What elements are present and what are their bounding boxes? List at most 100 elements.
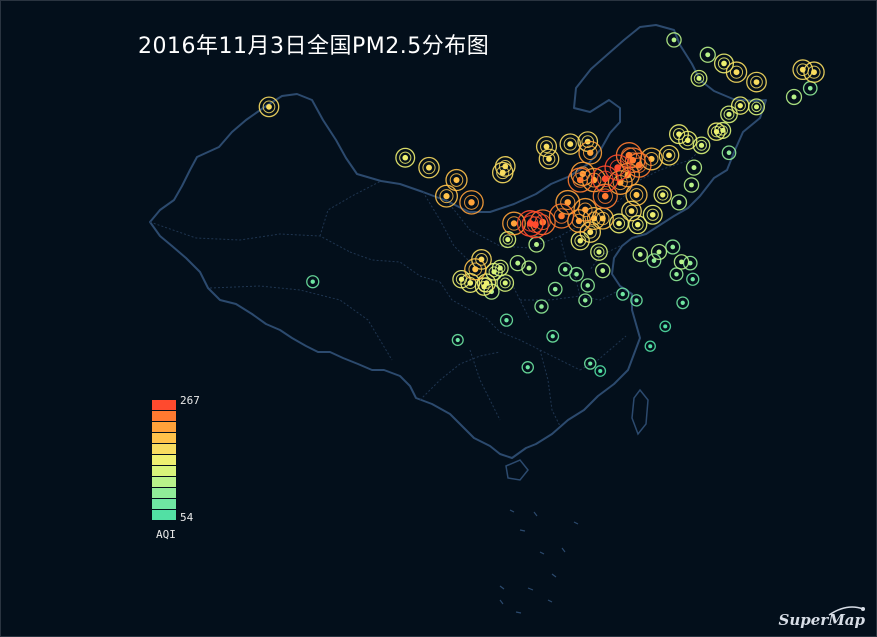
station-marker[interactable]: [499, 231, 517, 249]
station-marker[interactable]: [699, 46, 716, 63]
station-marker[interactable]: [459, 190, 484, 215]
station-marker[interactable]: [567, 167, 593, 193]
station-marker[interactable]: [567, 209, 591, 233]
station-marker[interactable]: [802, 80, 818, 96]
station-marker[interactable]: [725, 61, 748, 83]
station-marker[interactable]: [594, 365, 607, 377]
station-marker[interactable]: [582, 206, 606, 230]
station-marker[interactable]: [499, 313, 514, 327]
station-marker[interactable]: [685, 159, 703, 176]
island-hainan: [505, 459, 529, 481]
legend-swatch: [152, 411, 176, 422]
map-title: 2016年11月3日全国PM2.5分布图: [138, 34, 490, 59]
station-marker[interactable]: [538, 148, 560, 170]
station-marker[interactable]: [785, 88, 803, 106]
station-marker[interactable]: [591, 165, 619, 193]
station-marker[interactable]: [535, 135, 558, 158]
station-marker[interactable]: [583, 357, 597, 370]
station-marker[interactable]: [650, 243, 668, 261]
station-marker[interactable]: [668, 124, 690, 145]
legend-color-bar: [152, 400, 176, 521]
china-outline: [149, 24, 767, 459]
south-sea-islands: [499, 509, 579, 614]
station-marker[interactable]: [653, 185, 673, 205]
station-marker[interactable]: [258, 96, 280, 118]
station-marker[interactable]: [548, 203, 575, 229]
station-marker[interactable]: [306, 275, 320, 289]
legend-max-label: 267: [180, 394, 200, 407]
station-marker[interactable]: [418, 156, 440, 179]
station-marker[interactable]: [730, 96, 750, 115]
pm25-stations: [258, 32, 825, 377]
station-marker[interactable]: [395, 147, 416, 168]
station-marker[interactable]: [683, 177, 700, 193]
station-marker[interactable]: [713, 53, 735, 74]
station-marker[interactable]: [516, 210, 544, 237]
station-marker[interactable]: [476, 273, 497, 293]
station-marker[interactable]: [692, 136, 711, 155]
station-marker[interactable]: [646, 253, 662, 269]
station-marker[interactable]: [580, 278, 595, 293]
station-marker[interactable]: [625, 183, 648, 207]
station-marker[interactable]: [521, 211, 549, 239]
station-marker[interactable]: [509, 254, 526, 272]
station-marker[interactable]: [434, 184, 459, 208]
station-marker[interactable]: [676, 296, 690, 310]
station-marker[interactable]: [502, 211, 526, 236]
station-marker[interactable]: [642, 204, 663, 225]
legend-min-label: 54: [180, 511, 194, 524]
station-marker[interactable]: [594, 262, 611, 279]
legend-swatch: [152, 488, 176, 499]
station-marker[interactable]: [521, 260, 537, 276]
station-marker[interactable]: [746, 71, 767, 93]
station-marker[interactable]: [578, 140, 603, 165]
station-marker[interactable]: [528, 236, 545, 253]
station-marker[interactable]: [445, 168, 468, 192]
station-marker[interactable]: [644, 340, 656, 352]
station-marker[interactable]: [590, 243, 608, 261]
station-marker[interactable]: [621, 200, 642, 222]
station-marker[interactable]: [608, 213, 630, 234]
station-marker[interactable]: [569, 266, 584, 282]
station-marker[interactable]: [546, 329, 560, 343]
station-marker[interactable]: [707, 122, 726, 141]
station-marker[interactable]: [720, 105, 738, 124]
station-marker[interactable]: [592, 183, 618, 209]
station-marker[interactable]: [632, 246, 649, 263]
legend-swatch: [152, 466, 176, 477]
station-marker[interactable]: [666, 32, 682, 48]
legend-swatch: [152, 444, 176, 455]
station-marker[interactable]: [534, 299, 549, 314]
supermap-logo: SuperMap: [778, 611, 865, 629]
legend-swatch: [152, 477, 176, 488]
station-marker[interactable]: [491, 161, 514, 184]
station-marker[interactable]: [669, 267, 684, 282]
station-marker[interactable]: [578, 293, 593, 308]
station-marker[interactable]: [630, 294, 643, 307]
supermap-logo-arc: [828, 606, 865, 616]
station-marker[interactable]: [690, 69, 708, 87]
legend-swatch: [152, 510, 176, 521]
station-marker[interactable]: [464, 258, 487, 281]
station-marker[interactable]: [670, 194, 688, 211]
legend-title: AQI: [156, 528, 176, 541]
station-marker[interactable]: [496, 274, 515, 292]
station-marker[interactable]: [665, 239, 681, 255]
station-marker[interactable]: [673, 254, 690, 270]
station-marker[interactable]: [559, 133, 582, 155]
station-marker[interactable]: [803, 61, 825, 83]
province-boundaries: [149, 24, 767, 614]
station-marker[interactable]: [658, 144, 680, 166]
station-marker[interactable]: [721, 145, 737, 161]
station-marker[interactable]: [521, 361, 535, 374]
legend-swatch: [152, 422, 176, 433]
legend-swatch: [152, 499, 176, 510]
station-marker[interactable]: [686, 272, 700, 286]
island-taiwan: [631, 388, 649, 436]
station-marker[interactable]: [547, 281, 563, 297]
station-marker[interactable]: [616, 287, 630, 301]
station-marker[interactable]: [451, 333, 464, 347]
station-marker[interactable]: [555, 189, 581, 215]
station-marker[interactable]: [659, 320, 672, 333]
